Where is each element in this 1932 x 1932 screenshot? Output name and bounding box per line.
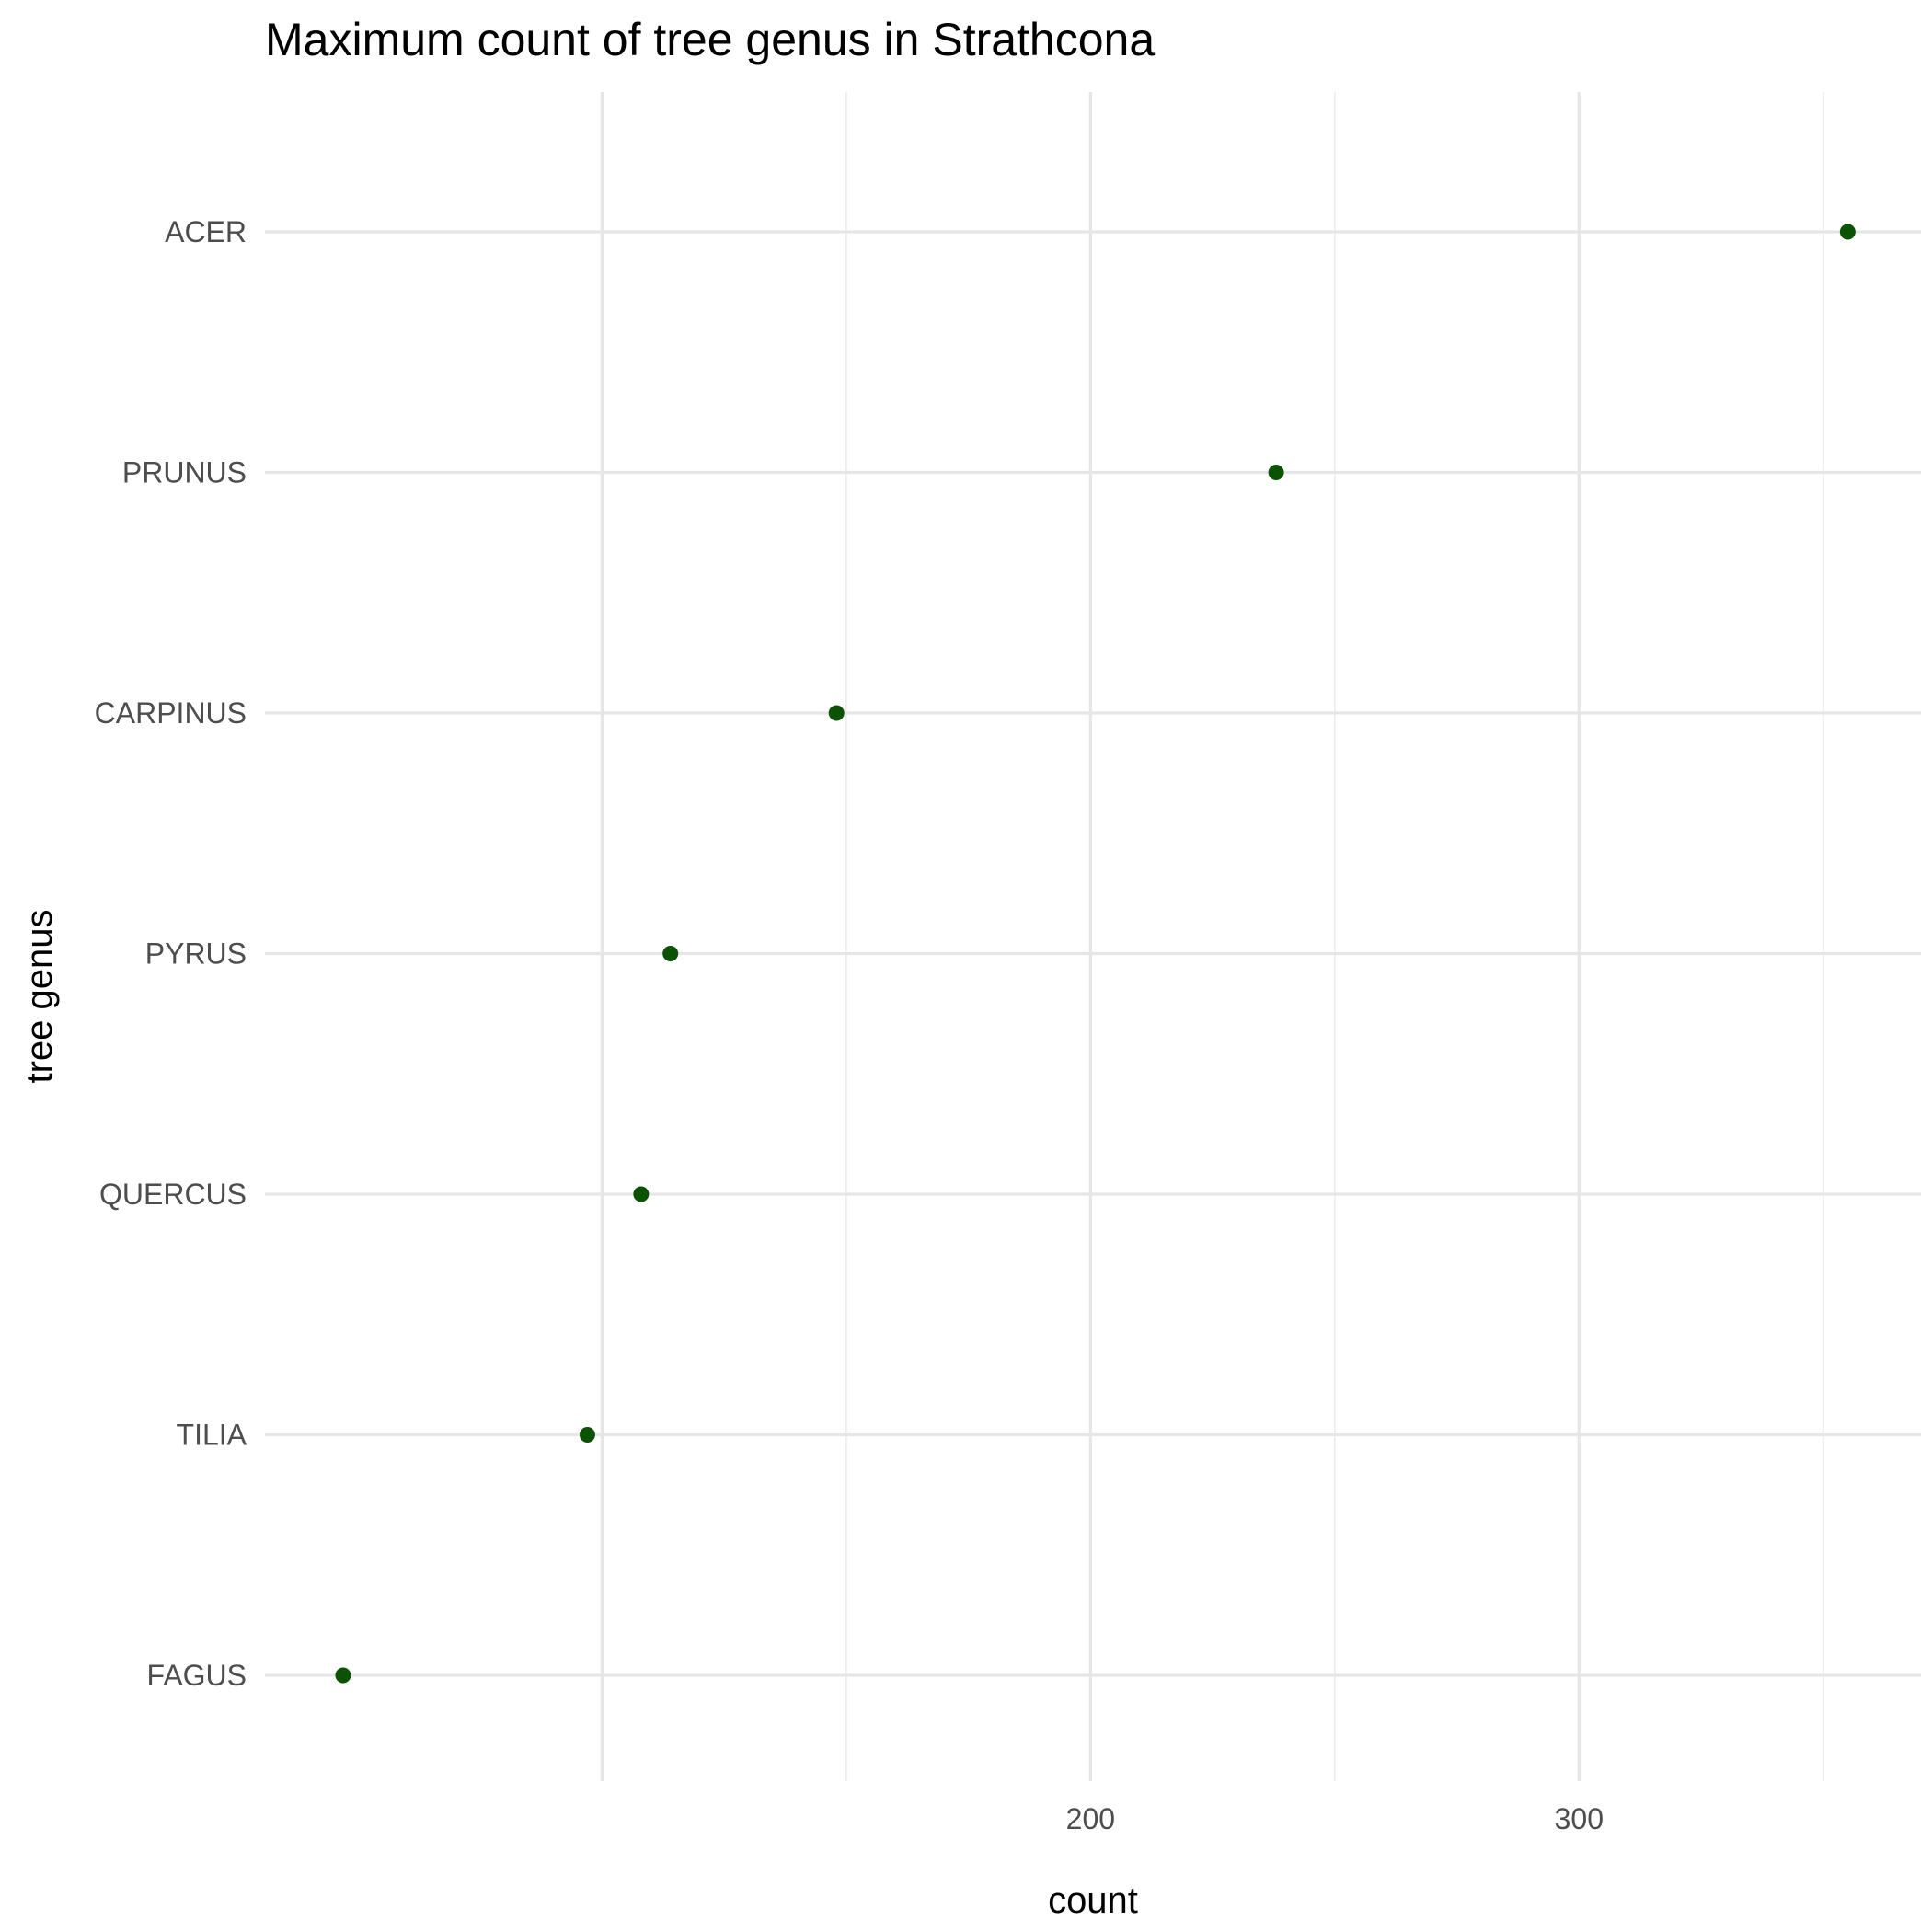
x-tick-label-300: 300	[1555, 1802, 1604, 1835]
y-tick-label-acer: ACER	[165, 215, 247, 248]
x-tick-label-200: 200	[1066, 1802, 1115, 1835]
point-pyrus	[662, 946, 679, 961]
point-prunus	[1268, 465, 1284, 480]
data-points	[335, 224, 1856, 1684]
point-carpinus	[828, 705, 845, 721]
y-tick-label-prunus: PRUNUS	[122, 456, 247, 489]
y-tick-label-fagus: FAGUS	[147, 1659, 247, 1692]
y-tick-labels: ACER PRUNUS CARPINUS PYRUS QUERCUS TILIA FAGUS	[95, 215, 247, 1692]
point-fagus	[335, 1667, 351, 1684]
x-tick-labels: 200 300	[1066, 1802, 1604, 1835]
y-tick-label-tilia: TILIA	[177, 1419, 247, 1452]
grid-layer	[265, 92, 1921, 1781]
y-tick-label-quercus: QUERCUS	[99, 1178, 247, 1211]
point-tilia	[579, 1427, 595, 1443]
point-acer	[1839, 224, 1856, 240]
y-tick-label-pyrus: PYRUS	[145, 937, 247, 971]
point-quercus	[633, 1186, 650, 1202]
chart-title: Maximum count of tree genus in Strathcon…	[265, 14, 1155, 65]
y-tick-label-carpinus: CARPINUS	[95, 696, 247, 730]
x-axis-title: count	[1048, 1880, 1138, 1921]
y-axis-title: tree genus	[19, 909, 60, 1083]
